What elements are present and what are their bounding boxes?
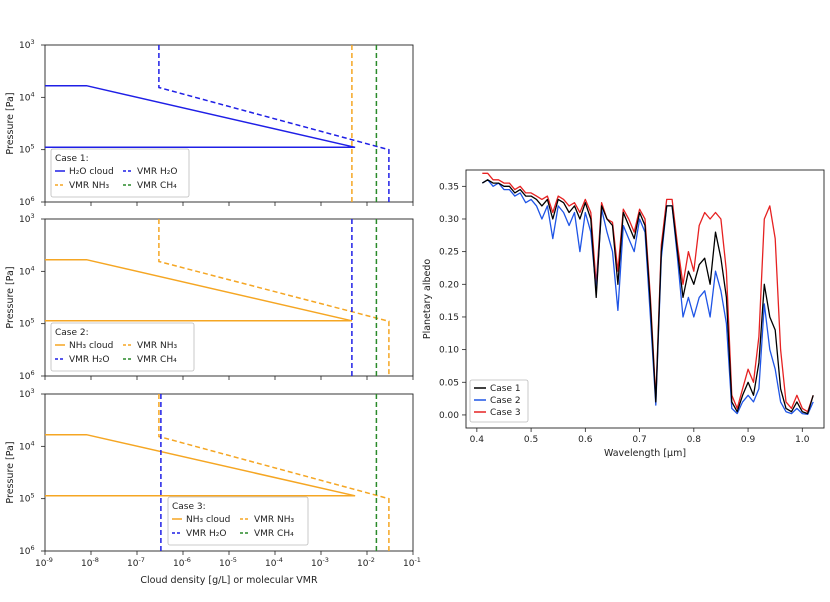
- legend-entry: VMR NH₃: [254, 515, 295, 525]
- legend: Case 1: H₂O cloud VMR H₂O VMR NH₃ VMR CH₄: [50, 148, 190, 198]
- series-line: [481, 179, 814, 415]
- legend-entry: VMR H₂O: [186, 529, 227, 539]
- legend: Case 3: NH₃ cloud VMR NH₃ VMR H₂O VMR CH₄: [167, 496, 309, 546]
- legend-box: [50, 322, 195, 372]
- legend-title: Case 3:: [172, 502, 206, 512]
- legend: Case 1 Case 2 Case 3: [469, 379, 529, 423]
- y-axis-label: Planetary albedo: [422, 259, 433, 340]
- x-tick-label: 0.7: [632, 435, 646, 445]
- profile-panels: 103 104 105 106 Pressure [Pa] Case 1: H₂O clou…: [5, 38, 421, 586]
- y-tick-label: 106: [19, 544, 35, 557]
- legend-entry: NH₃ cloud: [186, 515, 230, 525]
- y-tick-label: 0.25: [439, 248, 459, 258]
- x-tick-label: 10-7: [127, 556, 145, 569]
- y-tick-label: 0.30: [439, 215, 459, 225]
- legend-title: Case 2:: [55, 328, 89, 338]
- x-tick-label: 10-8: [81, 556, 99, 569]
- legend-box: [50, 148, 190, 198]
- legend-entry: NH₃ cloud: [69, 341, 113, 351]
- y-tick-label: 0.00: [439, 411, 459, 421]
- x-tick-label: 10-6: [173, 556, 191, 569]
- y-tick-label: 0.15: [439, 313, 459, 323]
- y-tick-label: 106: [19, 369, 35, 382]
- y-tick-label: 0.20: [439, 280, 459, 290]
- y-axis-label: Pressure [Pa]: [5, 266, 16, 328]
- legend-entry: H₂O cloud: [69, 167, 114, 177]
- profiles-case-2: 103 104 105 106 Pressure [Pa] Case 2: NH₃ clou…: [5, 212, 414, 382]
- y-tick-label: 0.05: [439, 378, 459, 388]
- x-tick-label: 0.8: [687, 435, 702, 445]
- x-tick-label: 10-1: [403, 556, 421, 569]
- x-axis-label: Wavelength [μm]: [604, 448, 686, 459]
- y-axis-label: Pressure [Pa]: [5, 441, 16, 503]
- series-line: [45, 258, 353, 322]
- legend: Case 2: NH₃ cloud VMR NH₃ VMR H₂O VMR CH₄: [50, 322, 195, 372]
- y-tick-label: 105: [19, 317, 35, 330]
- legend-entry: VMR NH₃: [137, 341, 178, 351]
- albedo-panel: 0.00 0.05 0.10 0.15 0.20 0.25 0.30 0.35 0.4 0.5 0.…: [422, 169, 825, 459]
- x-tick-label: 10-2: [357, 556, 375, 569]
- y-tick-label: 103: [19, 38, 35, 51]
- x-tick-label: 1.0: [795, 435, 810, 445]
- y-tick-label: 104: [19, 90, 35, 103]
- series-line: [45, 84, 356, 149]
- legend-entry: VMR CH₄: [137, 181, 177, 191]
- y-tick-label: 104: [19, 439, 35, 452]
- x-tick-label: 10-4: [265, 556, 283, 569]
- y-tick-label: 103: [19, 212, 35, 225]
- y-axis-label: Pressure [Pa]: [5, 92, 16, 154]
- legend-entry: VMR CH₄: [254, 529, 294, 539]
- y-tick-label: 104: [19, 264, 35, 277]
- legend-entry: VMR CH₄: [137, 355, 177, 365]
- y-tick-label: 105: [19, 492, 35, 505]
- legend-entry: Case 1: [490, 384, 521, 394]
- x-tick-label: 0.4: [470, 435, 485, 445]
- x-tick-label: 0.5: [524, 435, 538, 445]
- legend-entry: VMR NH₃: [69, 181, 110, 191]
- x-tick-label: 10-3: [311, 556, 329, 569]
- series-line: [158, 45, 390, 202]
- legend-entry: VMR H₂O: [69, 355, 110, 365]
- y-tick-label: 105: [19, 143, 35, 156]
- legend-entry: Case 3: [490, 408, 521, 418]
- series-line: [158, 394, 390, 551]
- profiles-case-1: 103 104 105 106 Pressure [Pa] Case 1: H₂O clou…: [5, 38, 414, 208]
- y-tick-label: 106: [19, 195, 35, 208]
- x-tick-label: 10-5: [219, 556, 237, 569]
- legend-box: [167, 496, 309, 546]
- y-tick-label: 103: [19, 387, 35, 400]
- legend-entry: Case 2: [490, 396, 521, 406]
- x-tick-label: 10-9: [35, 556, 53, 569]
- x-axis-label: Cloud density [g/L] or molecular VMR: [140, 575, 318, 586]
- albedo-spectrum: 0.00 0.05 0.10 0.15 0.20 0.25 0.30 0.35 0.4 0.5 0.…: [422, 169, 825, 459]
- series-line: [481, 179, 814, 415]
- x-tick-label: 0.9: [741, 435, 756, 445]
- y-tick-label: 0.10: [439, 346, 459, 356]
- x-tick-label: 0.6: [578, 435, 593, 445]
- series-line: [158, 219, 390, 376]
- legend-title: Case 1:: [55, 154, 89, 164]
- series-line: [45, 433, 356, 497]
- y-tick-label: 0.35: [439, 182, 459, 192]
- legend-entry: VMR H₂O: [137, 167, 178, 177]
